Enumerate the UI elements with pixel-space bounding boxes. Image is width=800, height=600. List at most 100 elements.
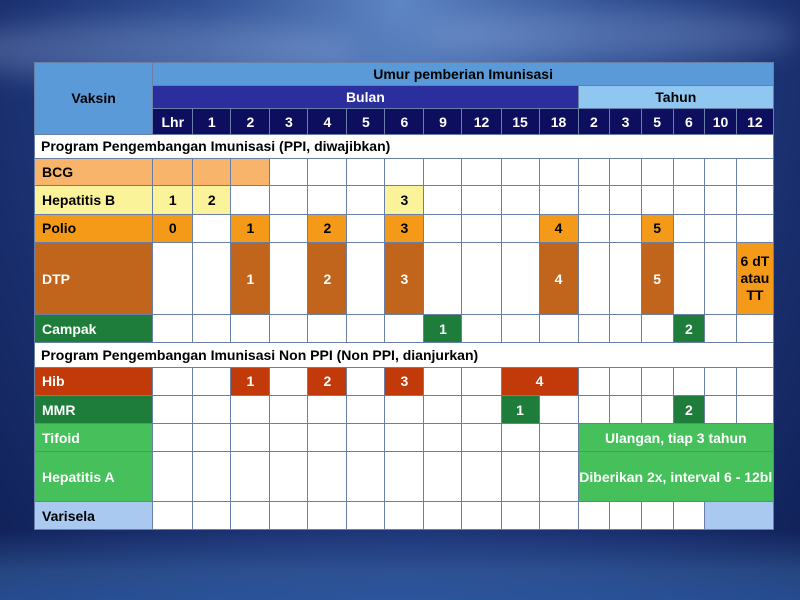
empty-cell — [735, 313, 775, 344]
vaccine-name: Hib — [33, 366, 154, 397]
empty-cell — [704, 157, 737, 187]
row-mmr: MMR 1 2 — [33, 395, 775, 425]
dose-cell: 5 — [640, 213, 674, 244]
empty-cell — [640, 185, 674, 215]
empty-cell — [609, 157, 642, 187]
empty-cell — [577, 313, 611, 344]
empty-cell — [461, 395, 502, 425]
empty-cell — [230, 185, 271, 215]
section-non-ppi: Program Pengembangan Imunisasi Non PPI (… — [34, 342, 774, 368]
empty-cell — [461, 242, 502, 315]
empty-cell — [384, 501, 425, 530]
empty-cell — [577, 395, 611, 425]
empty-cell — [640, 366, 674, 397]
empty-cell — [307, 501, 348, 530]
dose-cell: 2 — [307, 366, 348, 397]
empty-cell — [269, 450, 309, 503]
vaccine-name: DTP — [33, 242, 154, 315]
empty-cell — [704, 395, 737, 425]
empty-cell — [640, 395, 674, 425]
dose-cell: 3 — [384, 242, 425, 315]
empty-cell — [346, 313, 386, 344]
empty-cell — [735, 157, 775, 187]
empty-cell — [192, 395, 232, 425]
empty-cell — [735, 366, 775, 397]
empty-cell — [672, 213, 706, 244]
section-ppi: Program Pengembangan Imunisasi (PPI, diw… — [34, 133, 774, 159]
empty-cell — [577, 185, 611, 215]
empty-cell — [192, 242, 232, 315]
empty-cell — [500, 450, 540, 503]
empty-cell — [672, 242, 706, 315]
vaccine-name: Varisela — [33, 501, 154, 530]
empty-cell — [152, 395, 194, 425]
empty-cell — [640, 501, 674, 530]
dose-cell: 3 — [384, 185, 425, 215]
empty-cell — [152, 501, 194, 530]
empty-cell — [346, 395, 386, 425]
schedule-note: Ulangan, tiap 3 tahun — [577, 423, 775, 452]
empty-cell — [735, 185, 775, 215]
month-header: 1 — [192, 108, 232, 135]
empty-cell — [461, 213, 502, 244]
empty-cell — [672, 157, 706, 187]
empty-cell — [269, 157, 309, 187]
empty-cell — [192, 423, 232, 452]
year-header: 5 — [640, 108, 674, 135]
row-tifoid: Tifoid Ulangan, tiap 3 tahun — [33, 423, 775, 452]
dose-cell: 1 — [230, 242, 271, 315]
empty-cell — [192, 313, 232, 344]
empty-cell — [704, 366, 737, 397]
empty-cell — [307, 395, 348, 425]
dose-cell: 4 — [538, 213, 579, 244]
empty-cell — [423, 157, 463, 187]
empty-cell — [704, 213, 737, 244]
empty-cell — [577, 157, 611, 187]
empty-cell — [307, 450, 348, 503]
empty-cell — [704, 242, 737, 315]
empty-cell — [735, 213, 775, 244]
header-vaksin: Vaksin — [33, 62, 154, 135]
empty-cell — [538, 395, 579, 425]
month-header: 18 — [538, 108, 579, 135]
empty-cell — [152, 366, 194, 397]
empty-cell — [609, 366, 642, 397]
month-header: 5 — [346, 108, 386, 135]
empty-cell — [230, 395, 271, 425]
immunization-schedule-table: Vaksin Umur pemberian Imunisasi Bulan Ta… — [33, 61, 775, 530]
background-water — [0, 530, 800, 600]
empty-cell — [384, 395, 425, 425]
empty-cell — [500, 423, 540, 452]
dose-cell: 1 — [230, 213, 271, 244]
dose-cell: 1 — [152, 185, 194, 215]
empty-cell — [152, 450, 194, 503]
empty-cell — [346, 185, 386, 215]
empty-cell — [461, 157, 502, 187]
empty-cell — [423, 185, 463, 215]
empty-cell — [672, 501, 706, 530]
vaccine-name: Hepatitis B — [33, 185, 154, 215]
month-header: 6 — [384, 108, 425, 135]
empty-cell — [192, 450, 232, 503]
empty-cell — [538, 313, 579, 344]
empty-cell — [609, 213, 642, 244]
month-header: 3 — [269, 108, 309, 135]
year-header: 2 — [577, 108, 611, 135]
dose-cell: 4 — [538, 242, 579, 315]
empty-cell — [269, 313, 309, 344]
empty-cell — [538, 450, 579, 503]
empty-cell — [609, 313, 642, 344]
dose-cell: 2 — [672, 395, 706, 425]
month-header: 15 — [500, 108, 540, 135]
dose-cell: 5 — [640, 242, 674, 315]
empty-cell — [346, 213, 386, 244]
row-dtp: DTP 1 2 3 4 5 6 dT atau TT — [33, 242, 775, 315]
cell — [230, 157, 271, 187]
empty-cell — [230, 423, 271, 452]
empty-cell — [640, 313, 674, 344]
empty-cell — [346, 501, 386, 530]
month-header: 2 — [230, 108, 271, 135]
empty-cell — [269, 501, 309, 530]
dose-cell: 3 — [384, 213, 425, 244]
dose-cell: 4 — [500, 366, 579, 397]
